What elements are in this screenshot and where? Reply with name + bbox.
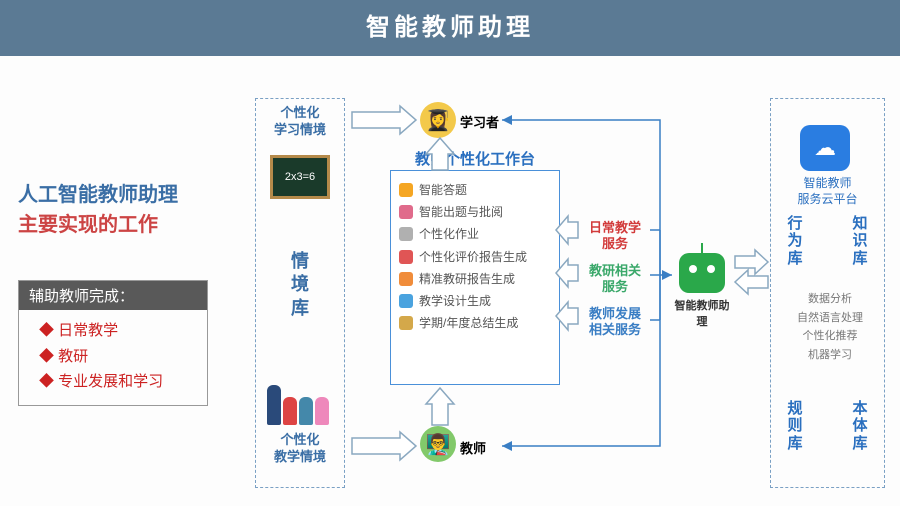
tech-list: 数据分析 自然语言处理 个性化推荐 机器学习 [795, 290, 865, 365]
robot-assistant: 智能教师助理 [672, 243, 732, 329]
learner-label: 学习者 [460, 112, 499, 131]
service-daily: 日常教学服务 [580, 220, 650, 253]
service-develop: 教师发展相关服务 [580, 306, 650, 339]
wb-icon [399, 294, 413, 308]
workbench-item: 精准教研报告生成 [399, 268, 551, 290]
cloud-label: 智能教师服务云平台 [770, 176, 885, 207]
situation-bottom-label: 个性化教学情境 [255, 432, 345, 466]
workbench-title: 教师个性化工作台 [390, 148, 560, 169]
col-ontology: 本体库 [850, 400, 870, 452]
service-research: 教研相关服务 [580, 263, 650, 296]
left-title-line1: 人工智能教师助理 [18, 180, 218, 210]
teacher-label: 教师 [460, 438, 486, 457]
workbench-item: 个性化评价报告生成 [399, 246, 551, 268]
robot-icon [679, 253, 725, 293]
workbench-item: 个性化作业 [399, 223, 551, 245]
teacher-person-icon: 👨‍🏫 [420, 426, 456, 462]
assist-item: 专业发展和学习 [39, 369, 201, 395]
workbench-item: 教学设计生成 [399, 290, 551, 312]
teacher-node: 👨‍🏫 [420, 426, 456, 464]
robot-label: 智能教师助理 [672, 297, 732, 329]
workbench-item: 智能答题 [399, 179, 551, 201]
learner-node: 👩‍🎓 [420, 102, 456, 140]
chalkboard-icon: 2x3=6 [270, 155, 330, 199]
wb-icon [399, 183, 413, 197]
left-summary: 人工智能教师助理 主要实现的工作 辅助教师完成： 日常教学 教研 专业发展和学习 [18, 180, 218, 406]
assist-box: 辅助教师完成： 日常教学 教研 专业发展和学习 [18, 280, 208, 406]
assist-box-head: 辅助教师完成： [19, 281, 207, 310]
cloud-icon: ☁ [800, 125, 850, 171]
workbench-panel: 智能答题 智能出题与批阅 个性化作业 个性化评价报告生成 精准教研报告生成 教学… [390, 170, 560, 385]
page-title: 智能教师助理 [0, 0, 900, 56]
wb-icon [399, 205, 413, 219]
wb-icon [399, 316, 413, 330]
col-behavior: 行为库 [785, 215, 805, 267]
workbench-item: 学期/年度总结生成 [399, 312, 551, 334]
wb-icon [399, 250, 413, 264]
col-knowledge: 知识库 [850, 215, 870, 267]
wb-icon [399, 272, 413, 286]
situation-top-label: 个性化学习情境 [255, 105, 345, 139]
situation-mid-label: 情境库 [255, 250, 345, 320]
learner-icon: 👩‍🎓 [420, 102, 456, 138]
workbench-item: 智能出题与批阅 [399, 201, 551, 223]
assist-item: 日常教学 [39, 318, 201, 344]
assist-item: 教研 [39, 344, 201, 370]
left-title-line2: 主要实现的工作 [18, 210, 218, 240]
wb-icon [399, 227, 413, 241]
col-rule: 规则库 [785, 400, 805, 452]
teaching-figure-icon [263, 375, 333, 425]
